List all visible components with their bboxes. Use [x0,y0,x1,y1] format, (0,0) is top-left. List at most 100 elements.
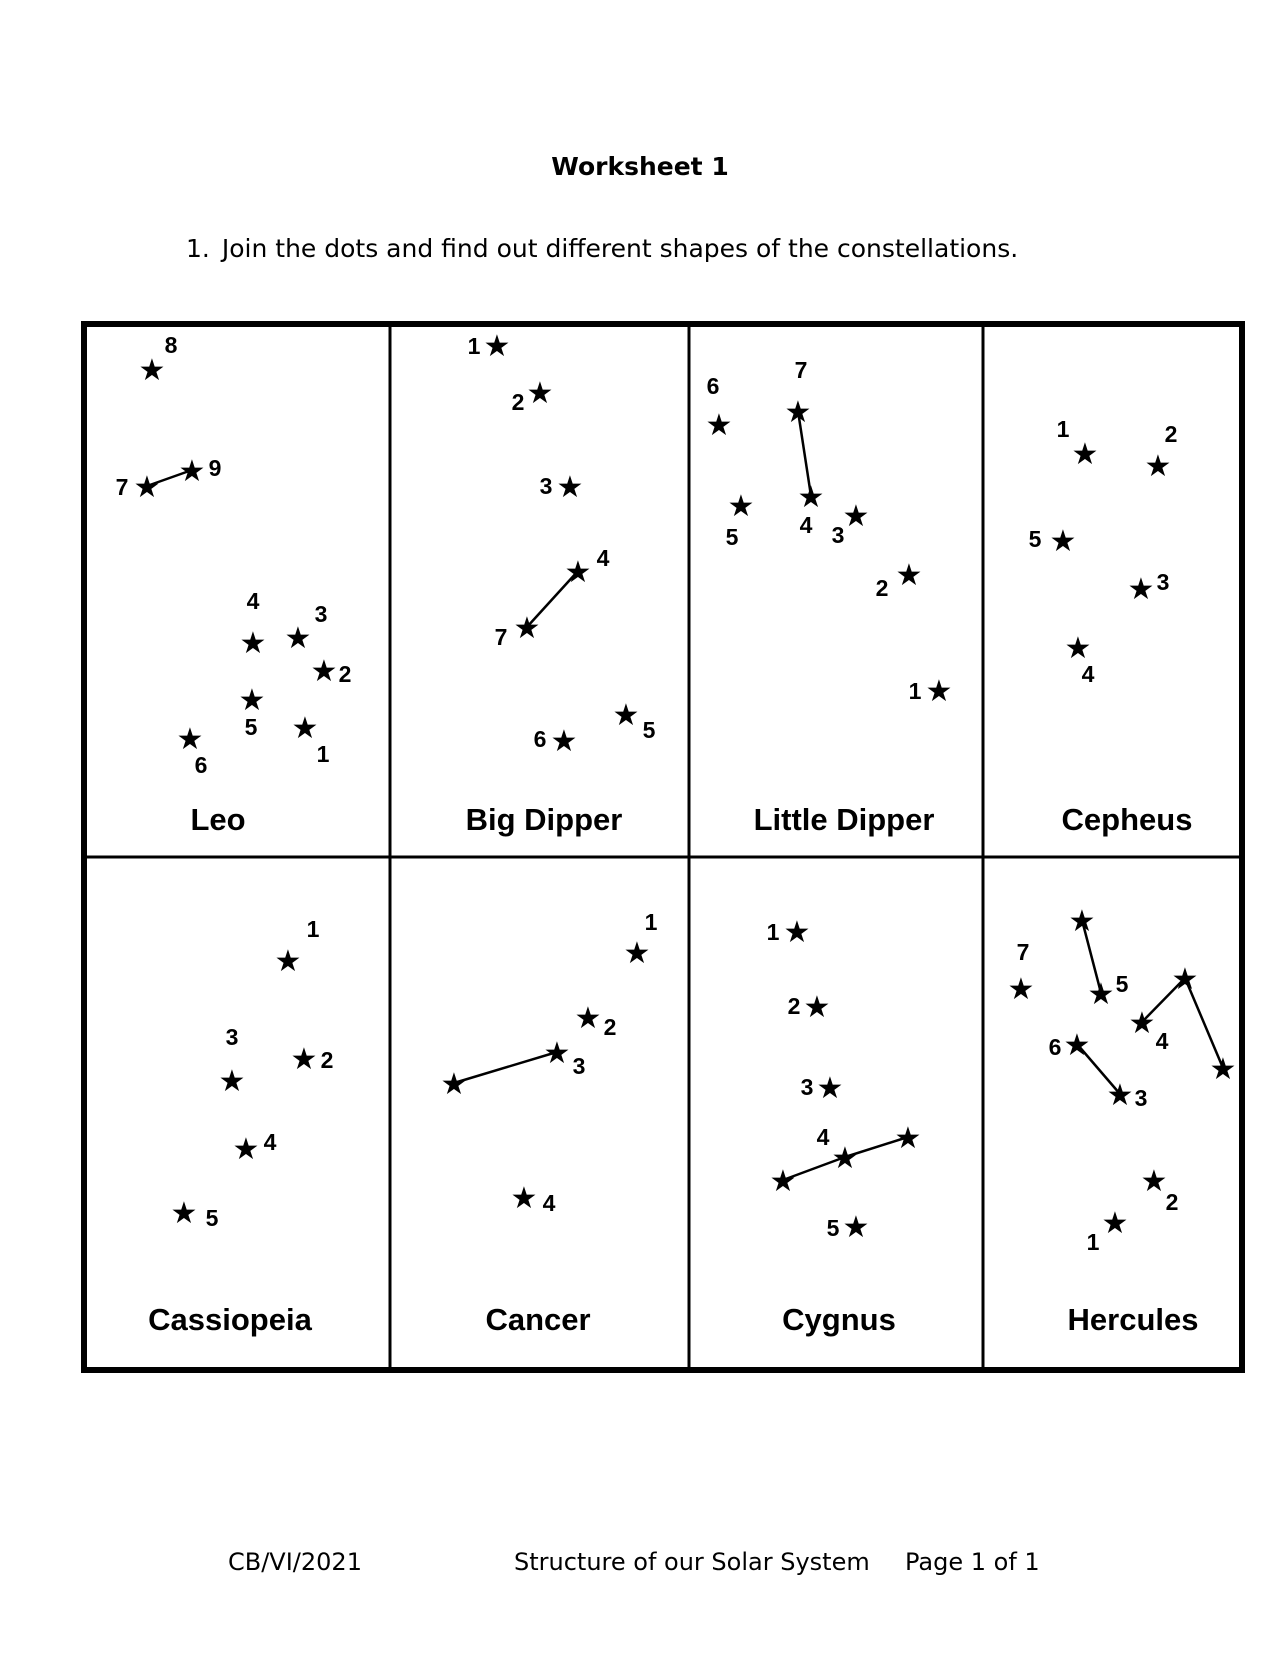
star-icon: ★ [441,1067,468,1102]
star-number-label: 6 [534,726,547,752]
star-icon: ★ [240,626,267,661]
star-number-label: 7 [1017,939,1030,965]
star-icon: ★ [171,1196,198,1231]
star-number-label: 1 [767,919,780,945]
star-number-label: 2 [788,993,801,1019]
star-icon: ★ [233,1132,260,1167]
star-number-label: 7 [495,624,508,650]
star-number-label: 1 [1087,1229,1100,1255]
star-icon: ★ [219,1064,246,1099]
star-icon: ★ [275,944,302,979]
star-number-label: 3 [1157,569,1170,595]
star-icon: ★ [285,621,312,656]
star-icon: ★ [1064,1028,1091,1063]
star-number-label: 9 [209,455,222,481]
star-icon: ★ [804,990,831,1025]
constellation-name: Cygnus [782,1302,896,1337]
connecting-line [526,570,579,628]
star-icon: ★ [292,711,319,746]
star-number-label: 3 [226,1024,239,1050]
star-icon: ★ [843,1210,870,1245]
star-icon: ★ [291,1042,318,1077]
star-icon: ★ [785,395,812,430]
connecting-line [796,410,813,497]
star-icon: ★ [624,936,651,971]
star-number-label: 1 [468,333,481,359]
star-icon: ★ [527,376,554,411]
star-icon: ★ [895,1121,922,1156]
star-number-label: 6 [195,752,208,778]
star-icon: ★ [575,1001,602,1036]
constellation-name: Cancer [485,1302,590,1337]
star-icon: ★ [544,1036,571,1071]
star-icon: ★ [926,674,953,709]
constellation-name: Cassiopeia [148,1302,312,1337]
star-number-label: 4 [543,1190,556,1216]
star-number-label: 6 [707,373,720,399]
star-icon: ★ [1072,437,1099,472]
star-icon: ★ [613,698,640,733]
star-icon: ★ [832,1141,859,1176]
star-number-label: 5 [643,717,656,743]
connecting-line [1076,1043,1121,1095]
star-icon: ★ [896,558,923,593]
star-number-label: 2 [876,575,889,601]
star-number-label: 2 [321,1047,334,1073]
star-icon: ★ [706,408,733,443]
star-number-label: 8 [165,332,178,358]
constellation-name: Little Dipper [754,802,935,837]
star-number-label: 6 [1049,1034,1062,1060]
star-number-label: 4 [264,1129,277,1155]
star-icon: ★ [511,1181,538,1216]
connecting-line [782,1155,846,1182]
star-icon: ★ [179,454,206,489]
constellation-name: Leo [190,802,245,837]
star-number-label: 5 [726,524,739,550]
star-icon: ★ [1210,1052,1237,1087]
star-number-label: 5 [206,1205,219,1231]
star-number-label: 1 [909,678,922,704]
instruction: 1. Join the dots and find out different s… [186,234,1018,263]
footer-topic: Structure of our Solar System [514,1548,870,1576]
star-icon: ★ [1128,572,1155,607]
star-number-label: 3 [573,1053,586,1079]
star-icon: ★ [1107,1078,1134,1113]
star-number-label: 7 [116,474,129,500]
star-icon: ★ [177,722,204,757]
star-icon: ★ [1129,1006,1156,1041]
star-number-label: 5 [1116,971,1129,997]
star-number-label: 4 [597,545,610,571]
worksheet-title: Worksheet 1 [551,152,729,181]
star-icon: ★ [1172,962,1199,997]
star-number-label: 4 [247,588,260,614]
star-number-label: 3 [801,1074,814,1100]
star-icon: ★ [784,915,811,950]
star-number-label: 3 [1135,1085,1148,1111]
star-icon: ★ [798,480,825,515]
instruction-number: 1. [186,234,210,263]
grid-border [81,321,1245,1373]
star-number-label: 1 [317,741,330,767]
star-icon: ★ [311,654,338,689]
star-icon: ★ [1102,1206,1129,1241]
star-icon: ★ [1069,904,1096,939]
star-number-label: 3 [315,601,328,627]
constellation-name: Hercules [1068,1302,1199,1337]
constellation-name: Cepheus [1062,802,1193,837]
connecting-line [453,1050,558,1085]
star-number-label: 7 [795,357,808,383]
star-icon: ★ [514,611,541,646]
star-icon: ★ [817,1071,844,1106]
star-number-label: 4 [1082,661,1095,687]
star-icon: ★ [1141,1164,1168,1199]
star-number-label: 1 [1057,416,1070,442]
star-icon: ★ [1145,449,1172,484]
star-number-label: 4 [1156,1028,1169,1054]
star-icon: ★ [843,499,870,534]
